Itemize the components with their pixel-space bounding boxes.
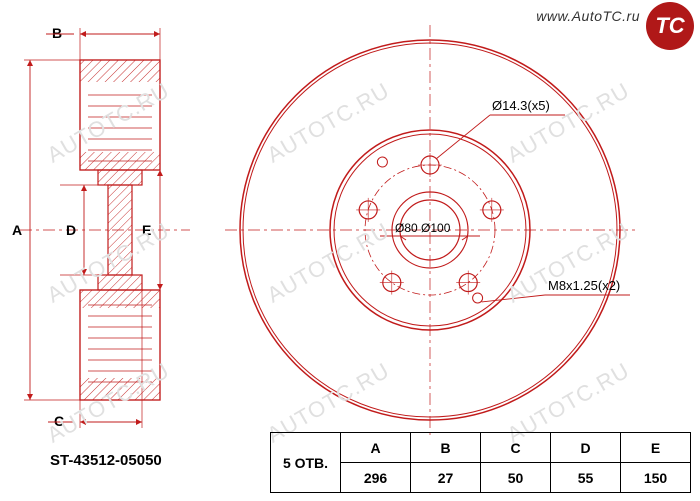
svg-text:C: C [54, 413, 64, 429]
dimension-table: ABCDE 296275055150 [340, 432, 691, 493]
svg-text:E: E [142, 222, 151, 238]
table-cell: 150 [621, 463, 691, 493]
svg-text:M8x1.25(x2): M8x1.25(x2) [548, 278, 620, 293]
table-cell: 55 [551, 463, 621, 493]
table-header: D [551, 433, 621, 463]
svg-text:A: A [12, 222, 22, 238]
site-logo: TC [646, 2, 694, 50]
svg-text:Ø14.3(x5): Ø14.3(x5) [492, 98, 550, 113]
drawing-canvas: Ø14.3(x5)Ø80 Ø100M8x1.25(x2)BACDE [0, 0, 700, 501]
svg-text:Ø80 Ø100: Ø80 Ø100 [395, 221, 451, 235]
svg-text:D: D [66, 222, 76, 238]
table-header: B [411, 433, 481, 463]
holes-label: 5 ОТВ. [271, 433, 341, 493]
table-header: C [481, 433, 551, 463]
site-url: www.AutoTC.ru [536, 8, 640, 24]
part-number: ST-43512-05050 [50, 452, 162, 469]
table-header: A [341, 433, 411, 463]
table-cell: 27 [411, 463, 481, 493]
svg-text:B: B [52, 25, 62, 41]
holes-count-cell: 5 ОТВ. [270, 432, 341, 493]
table-cell: 50 [481, 463, 551, 493]
table-header: E [621, 433, 691, 463]
table-cell: 296 [341, 463, 411, 493]
